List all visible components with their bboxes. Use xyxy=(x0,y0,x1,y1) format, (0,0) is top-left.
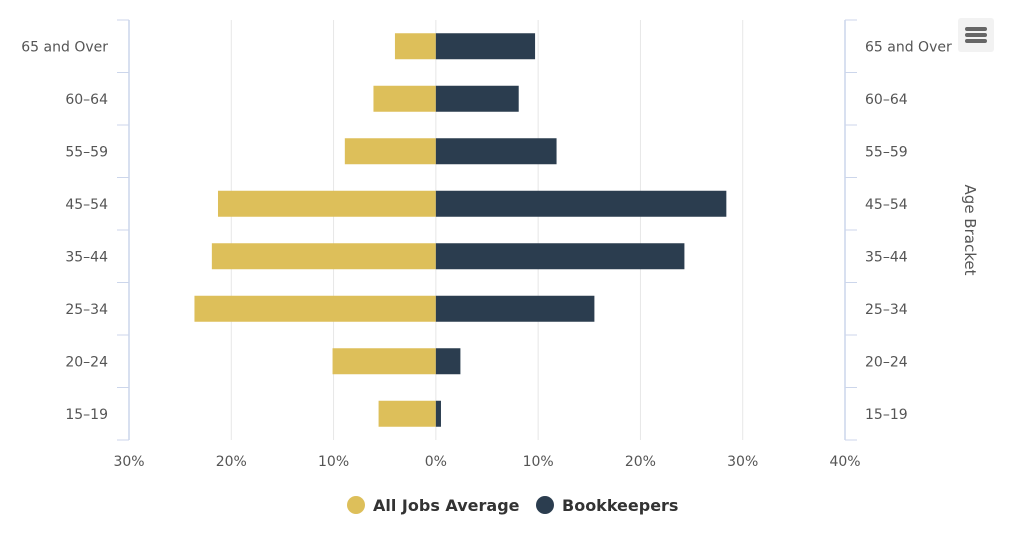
right-category-label: 45–54 xyxy=(865,197,908,213)
bar-bookkeepers[interactable] xyxy=(435,295,595,322)
left-category-label: 65 and Over xyxy=(21,39,108,55)
bar-all-jobs-average[interactable] xyxy=(332,348,436,375)
bar-bookkeepers[interactable] xyxy=(435,400,441,427)
bar-all-jobs-average[interactable] xyxy=(394,33,436,60)
bar-bookkeepers[interactable] xyxy=(435,85,519,112)
bar-all-jobs-average[interactable] xyxy=(344,138,436,165)
hamburger-menu-icon-line xyxy=(965,33,987,37)
bar-all-jobs-average[interactable] xyxy=(194,295,436,322)
bar-all-jobs-average[interactable] xyxy=(217,190,436,217)
right-category-label: 15–19 xyxy=(865,407,908,423)
left-category-label: 15–19 xyxy=(65,407,108,423)
x-tick-label: 10% xyxy=(523,454,554,470)
left-category-label: 35–44 xyxy=(65,249,108,265)
left-category-label: 45–54 xyxy=(65,197,108,213)
right-category-label: 60–64 xyxy=(865,92,908,108)
legend-label: Bookkeepers xyxy=(562,496,678,515)
legend[interactable]: All Jobs Average Bookkeepers xyxy=(347,496,678,515)
left-category-label: 25–34 xyxy=(65,302,108,318)
right-category-label: 35–44 xyxy=(865,249,908,265)
bar-all-jobs-average[interactable] xyxy=(378,400,436,427)
legend-item[interactable]: All Jobs Average xyxy=(347,496,520,515)
bar-bookkeepers[interactable] xyxy=(435,243,685,270)
bar-all-jobs-average[interactable] xyxy=(211,243,436,270)
right-category-label: 55–59 xyxy=(865,144,908,160)
hamburger-menu-icon-line xyxy=(965,39,987,43)
legend-marker xyxy=(347,496,365,514)
x-tick-label: 30% xyxy=(113,454,144,470)
legend-marker xyxy=(536,496,554,514)
legend-item[interactable]: Bookkeepers xyxy=(536,496,678,515)
bar-bookkeepers[interactable] xyxy=(435,190,727,217)
grid-lines xyxy=(128,20,846,440)
bar-bookkeepers[interactable] xyxy=(435,33,536,60)
left-category-label: 60–64 xyxy=(65,92,108,108)
legend-label: All Jobs Average xyxy=(373,496,520,515)
right-category-label: 25–34 xyxy=(865,302,908,318)
right-category-label: 65 and Over xyxy=(865,39,952,55)
right-category-label: 20–24 xyxy=(865,354,908,370)
hamburger-menu-icon xyxy=(965,27,987,31)
x-tick-label: 0% xyxy=(425,454,447,470)
x-tick-label: 40% xyxy=(829,454,860,470)
bar-bookkeepers[interactable] xyxy=(435,348,461,375)
x-tick-label: 20% xyxy=(625,454,656,470)
axes: 30% 20% 10% 0% 10% 20% 30% 40% 65 and Over 65 and… xyxy=(21,19,952,470)
left-category-label: 55–59 xyxy=(65,144,108,160)
chart-menu-button[interactable] xyxy=(958,18,994,52)
bar-bookkeepers[interactable] xyxy=(435,138,557,165)
y-axis-title: Age Bracket xyxy=(961,185,979,276)
x-tick-label: 20% xyxy=(216,454,247,470)
bar-all-jobs-average[interactable] xyxy=(373,85,436,112)
bars xyxy=(194,33,727,427)
x-tick-label: 10% xyxy=(318,454,349,470)
left-category-label: 20–24 xyxy=(65,354,108,370)
x-tick-label: 30% xyxy=(727,454,758,470)
